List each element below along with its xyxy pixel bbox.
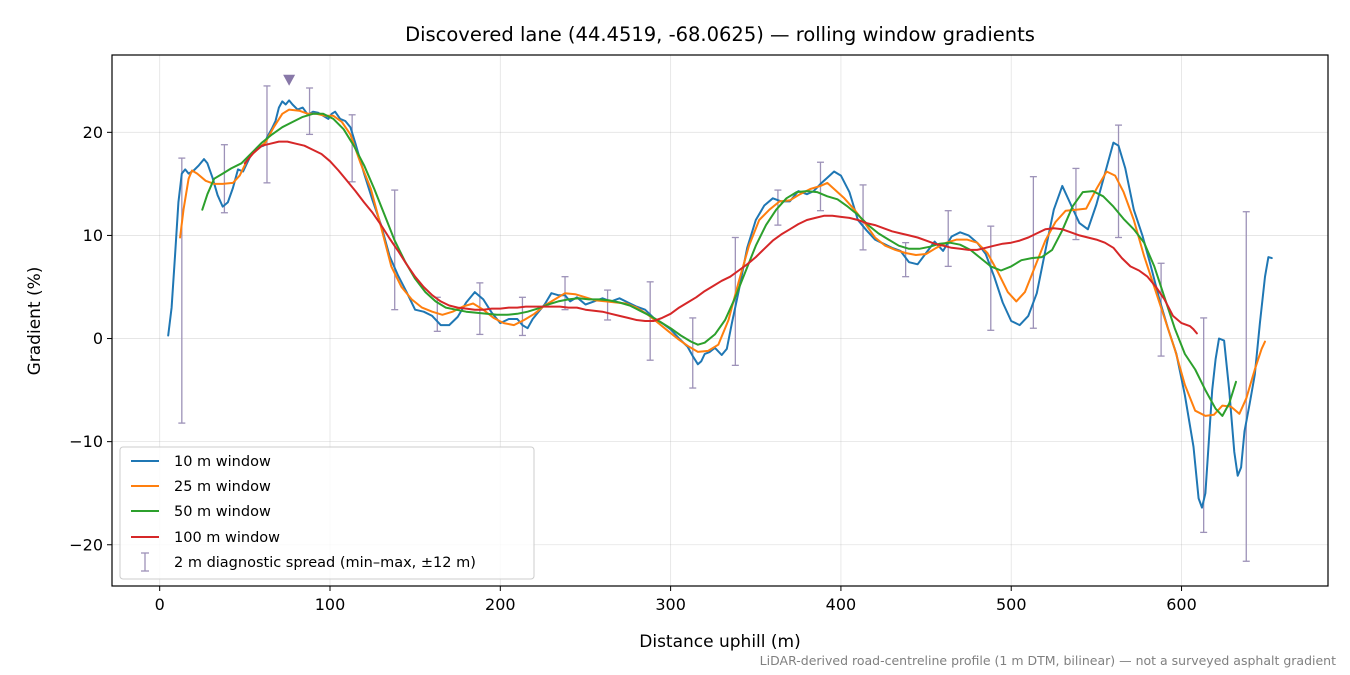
- x-tick-label: 200: [485, 595, 516, 614]
- spread-bar: [306, 87, 314, 136]
- series-line-10-m-window: [167, 99, 1273, 509]
- spread-bar: [348, 114, 356, 183]
- y-tick-label: 0: [93, 329, 103, 348]
- x-axis-label: Distance uphill (m): [639, 632, 800, 652]
- peak-marker: [283, 74, 296, 86]
- y-axis-label: Gradient (%): [25, 267, 45, 376]
- spread-bar: [263, 85, 271, 184]
- legend-item: 10 m window: [131, 454, 271, 470]
- footnote: LiDAR-derived road-centreline profile (1…: [760, 653, 1336, 668]
- legend-item: 2 m diagnostic spread (min–max, ±12 m): [141, 552, 476, 572]
- x-tick-label: 0: [155, 595, 165, 614]
- x-tick-label: 600: [1166, 595, 1197, 614]
- spread-bar: [1072, 167, 1080, 241]
- spread-bar: [987, 225, 995, 331]
- legend-items: 10 m window 25 m window 50 m window 100 m w…: [131, 454, 476, 572]
- series-line-100-m-window: [243, 140, 1198, 335]
- series-line-50-m-window: [201, 112, 1237, 417]
- series-lines: [167, 99, 1273, 509]
- spread-bar: [518, 296, 526, 337]
- spread-bar: [604, 289, 612, 321]
- legend-label: 100 m window: [174, 530, 280, 546]
- y-axis-ticks: −20 −10 0 10 20: [69, 123, 112, 554]
- spread-bar: [731, 236, 739, 367]
- y-tick-label: −10: [69, 432, 103, 451]
- spread-bar: [391, 189, 399, 311]
- spread-bar: [220, 144, 228, 214]
- legend-label: 10 m window: [174, 454, 271, 470]
- spread-error-bars: [178, 85, 1250, 562]
- x-axis-ticks: 0 100 200 300 400 500 600: [155, 586, 1197, 614]
- legend-label: 25 m window: [174, 479, 271, 495]
- y-tick-label: −20: [69, 535, 103, 554]
- legend-label: 2 m diagnostic spread (min–max, ±12 m): [174, 555, 476, 571]
- legend-item: 100 m window: [131, 530, 280, 546]
- spread-bar: [859, 184, 867, 251]
- y-tick-label: 10: [83, 226, 103, 245]
- x-tick-label: 100: [315, 595, 346, 614]
- x-tick-label: 500: [996, 595, 1027, 614]
- x-tick-label: 400: [826, 595, 857, 614]
- spread-bar: [178, 157, 186, 424]
- peak-triangle-marker: [283, 74, 296, 86]
- spread-bar: [1242, 211, 1250, 562]
- x-tick-label: 300: [655, 595, 686, 614]
- legend-item: 25 m window: [131, 479, 271, 495]
- legend-box: [119, 446, 535, 580]
- legend-label: 50 m window: [174, 504, 271, 520]
- spread-bar: [944, 210, 952, 268]
- legend-item: 50 m window: [131, 504, 271, 520]
- legend: 10 m window 25 m window 50 m window 100 m w…: [119, 446, 535, 580]
- y-tick-label: 20: [83, 123, 103, 142]
- plot-frame: [111, 54, 1329, 587]
- spread-bar: [689, 317, 697, 389]
- chart-title: Discovered lane (44.4519, -68.0625) — ro…: [405, 23, 1035, 46]
